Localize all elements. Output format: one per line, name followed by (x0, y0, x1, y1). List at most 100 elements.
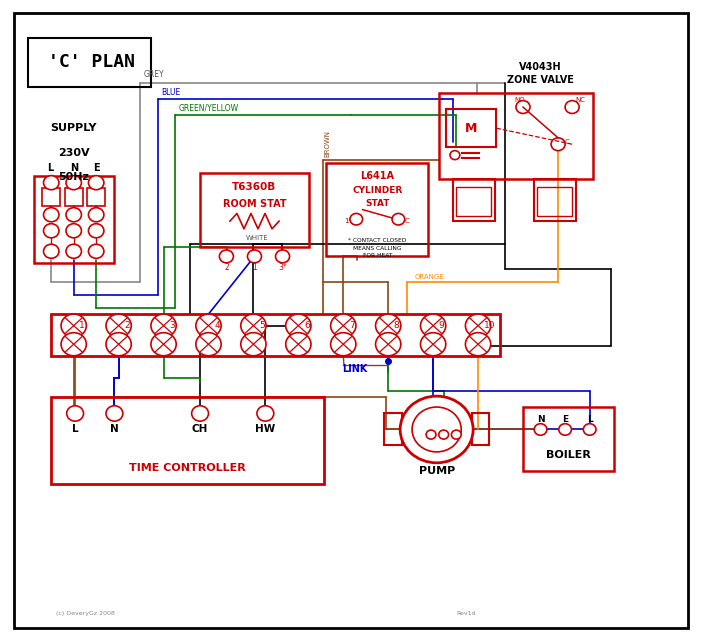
Text: 2: 2 (224, 263, 229, 272)
Text: L: L (72, 424, 79, 435)
Text: NO: NO (515, 97, 525, 103)
Text: MEANS CALLING: MEANS CALLING (353, 246, 402, 251)
Text: N: N (428, 420, 435, 429)
Text: SUPPLY: SUPPLY (51, 123, 97, 133)
Text: 9: 9 (439, 321, 444, 330)
Text: 1: 1 (79, 321, 85, 330)
Text: CH: CH (192, 424, 208, 435)
Text: GREEN/YELLOW: GREEN/YELLOW (179, 104, 239, 113)
Circle shape (196, 314, 221, 337)
Circle shape (241, 314, 266, 337)
Circle shape (420, 333, 446, 356)
Text: C: C (565, 139, 570, 146)
Text: ZONE VALVE: ZONE VALVE (507, 75, 574, 85)
Text: N: N (110, 424, 119, 435)
Circle shape (247, 250, 261, 263)
Circle shape (331, 333, 356, 356)
Text: V4043H: V4043H (519, 62, 562, 72)
Text: 'C' PLAN: 'C' PLAN (48, 53, 135, 72)
Circle shape (426, 430, 436, 439)
Text: L641A: L641A (360, 171, 395, 181)
Text: M: M (465, 122, 477, 135)
Circle shape (88, 224, 104, 238)
Text: BLUE: BLUE (161, 88, 180, 97)
Text: ROOM STAT: ROOM STAT (223, 199, 286, 209)
Text: T6360B: T6360B (232, 182, 277, 192)
Circle shape (88, 244, 104, 258)
Circle shape (151, 314, 176, 337)
Text: N: N (69, 163, 78, 173)
Circle shape (376, 314, 401, 337)
Text: PUMP: PUMP (418, 466, 455, 476)
Text: HW: HW (256, 424, 275, 435)
Circle shape (392, 213, 404, 225)
Text: ORANGE: ORANGE (414, 274, 444, 280)
Text: GREY: GREY (144, 70, 164, 79)
Circle shape (257, 406, 274, 421)
Text: 10: 10 (484, 321, 495, 330)
Text: 4: 4 (214, 321, 220, 330)
Text: NC: NC (575, 97, 585, 103)
Text: BOILER: BOILER (546, 450, 591, 460)
Circle shape (583, 424, 596, 435)
Circle shape (67, 406, 84, 421)
Circle shape (465, 314, 491, 337)
Text: STAT: STAT (365, 199, 390, 208)
Text: 1: 1 (252, 263, 257, 272)
Circle shape (66, 208, 81, 222)
Text: Rev1d: Rev1d (456, 612, 476, 617)
Circle shape (559, 424, 571, 435)
Circle shape (61, 314, 86, 337)
Circle shape (286, 333, 311, 356)
Circle shape (66, 224, 81, 238)
Text: L: L (453, 420, 459, 429)
Text: 5: 5 (259, 321, 265, 330)
Circle shape (534, 424, 547, 435)
Text: (c) DeveryGz 2008: (c) DeveryGz 2008 (56, 612, 115, 617)
Text: E: E (562, 415, 568, 424)
Circle shape (420, 314, 446, 337)
Circle shape (44, 208, 59, 222)
Text: 2: 2 (124, 321, 130, 330)
Text: 3: 3 (169, 321, 175, 330)
Text: 50Hz: 50Hz (58, 172, 89, 182)
Text: 6: 6 (304, 321, 310, 330)
Circle shape (192, 406, 208, 421)
Circle shape (44, 244, 59, 258)
Circle shape (196, 333, 221, 356)
Text: E: E (93, 163, 100, 173)
Text: 7: 7 (349, 321, 355, 330)
Circle shape (44, 176, 59, 190)
Text: 230V: 230V (58, 147, 90, 158)
Circle shape (565, 101, 579, 113)
Text: N: N (537, 415, 544, 424)
Text: LINK: LINK (342, 364, 367, 374)
Text: * CONTACT CLOSED: * CONTACT CLOSED (348, 238, 406, 243)
Circle shape (376, 333, 401, 356)
Text: E: E (441, 420, 446, 429)
Circle shape (412, 407, 461, 452)
Text: L: L (48, 163, 53, 173)
Circle shape (439, 430, 449, 439)
Circle shape (286, 314, 311, 337)
Circle shape (88, 176, 104, 190)
Circle shape (219, 250, 233, 263)
Text: WHITE: WHITE (246, 235, 268, 242)
Circle shape (151, 333, 176, 356)
Circle shape (331, 314, 356, 337)
Circle shape (66, 176, 81, 190)
Circle shape (106, 333, 131, 356)
Text: TIME CONTROLLER: TIME CONTROLLER (129, 463, 246, 473)
Text: 3*: 3* (278, 263, 287, 272)
Text: 1*: 1* (344, 218, 352, 224)
Circle shape (88, 208, 104, 222)
Text: C: C (404, 218, 409, 224)
Circle shape (241, 333, 266, 356)
Circle shape (275, 250, 289, 263)
Text: FOR HEAT: FOR HEAT (363, 253, 392, 258)
Circle shape (451, 430, 461, 439)
Circle shape (551, 138, 565, 151)
Text: L: L (587, 415, 592, 424)
Circle shape (400, 396, 473, 463)
Circle shape (516, 101, 530, 113)
